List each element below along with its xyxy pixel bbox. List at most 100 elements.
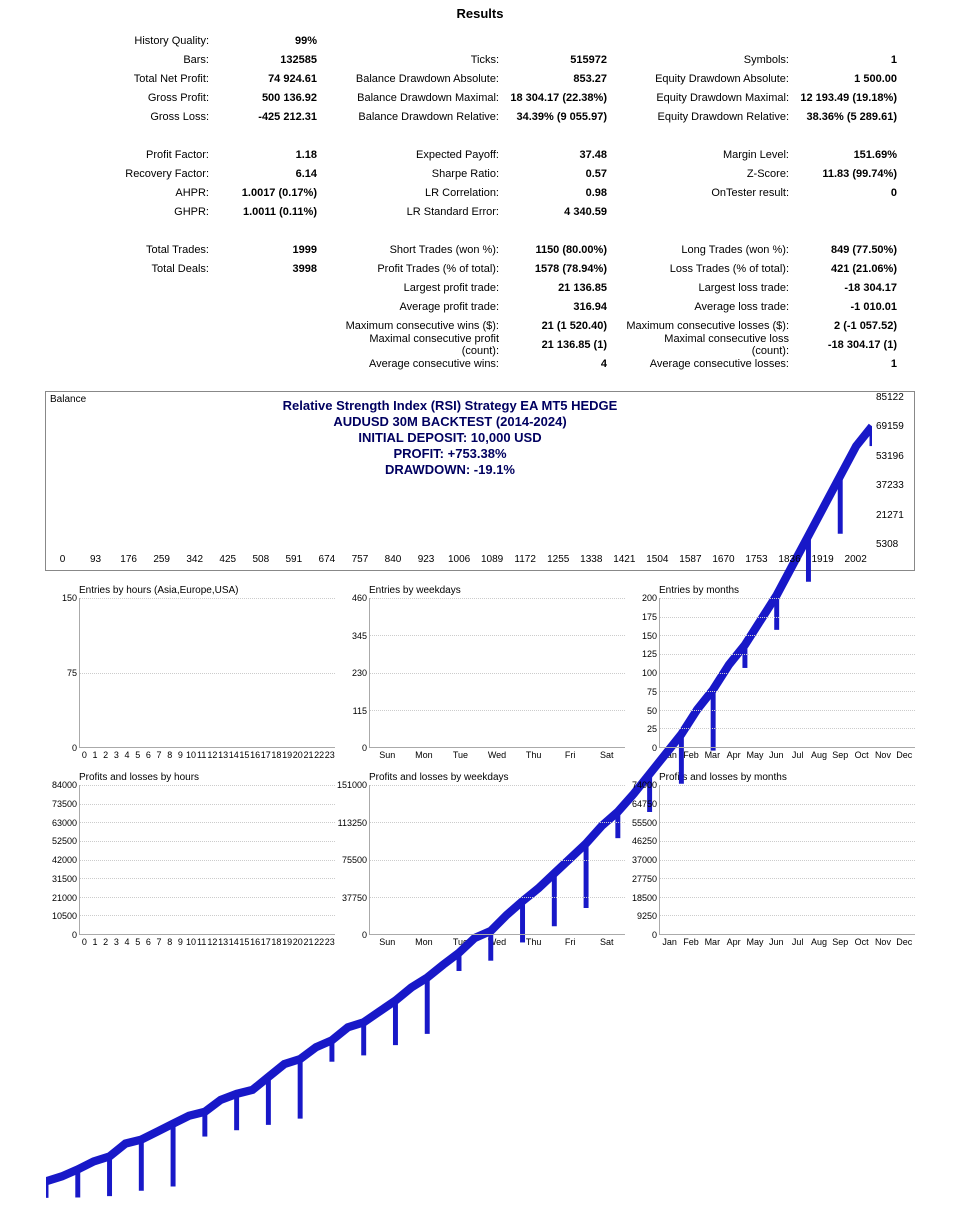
stat-row: Short Trades (won %):1150 (80.00%): [335, 240, 625, 259]
stat-row: Margin Level:151.69%: [625, 145, 915, 164]
stat-value: 1578 (78.94%): [505, 263, 625, 275]
stat-value: -425 212.31: [215, 111, 335, 123]
balance-yaxis: 85122691595319637233212715308: [874, 392, 914, 552]
stat-label: Largest profit trade:: [335, 282, 505, 294]
stat-value: 21 136.85: [505, 282, 625, 294]
stat-label: Equity Drawdown Relative:: [625, 111, 795, 123]
stat-row: History Quality:99%: [45, 31, 335, 50]
chart-entries-months: Entries by months2001751501251007550250J…: [625, 585, 915, 760]
stat-label: Sharpe Ratio:: [335, 168, 505, 180]
stat-row: Maximal consecutive loss (count):-18 304…: [625, 335, 915, 354]
stat-value: 853.27: [505, 73, 625, 85]
stat-label: Loss Trades (% of total):: [625, 263, 795, 275]
stat-value: 1150 (80.00%): [505, 244, 625, 256]
stat-row: Gross Profit:500 136.92: [45, 88, 335, 107]
stat-value: -1 010.01: [795, 301, 915, 313]
stat-label: Margin Level:: [625, 149, 795, 161]
stats-col-3: Symbols:1Equity Drawdown Absolute:1 500.…: [625, 31, 915, 373]
stat-row: Sharpe Ratio:0.57: [335, 164, 625, 183]
stat-value: 1: [795, 358, 915, 370]
stat-value: 500 136.92: [215, 92, 335, 104]
stat-row: Z-Score:11.83 (99.74%): [625, 164, 915, 183]
stat-value: 1.18: [215, 149, 335, 161]
stat-value: 0.57: [505, 168, 625, 180]
stat-value: 1999: [215, 244, 335, 256]
stat-value: 37.48: [505, 149, 625, 161]
chart-entries-hours: Entries by hours (Asia,Europe,USA)150750…: [45, 585, 335, 760]
stat-label: Total Net Profit:: [45, 73, 215, 85]
stat-row: Maximal consecutive profit (count):21 13…: [335, 335, 625, 354]
stat-value: 0: [795, 187, 915, 199]
stat-label: Average profit trade:: [335, 301, 505, 313]
stat-label: Average loss trade:: [625, 301, 795, 313]
stat-row: Equity Drawdown Absolute:1 500.00: [625, 69, 915, 88]
stat-label: GHPR:: [45, 206, 215, 218]
stat-label: Equity Drawdown Absolute:: [625, 73, 795, 85]
stat-label: Profit Trades (% of total):: [335, 263, 505, 275]
chart-pl-hours: Profits and losses by hours8400073500630…: [45, 772, 335, 947]
stat-value: 316.94: [505, 301, 625, 313]
stat-label: Symbols:: [625, 54, 795, 66]
stat-value: 1.0011 (0.11%): [215, 206, 335, 218]
stat-label: Balance Drawdown Relative:: [335, 111, 505, 123]
stat-row: Symbols:1: [625, 50, 915, 69]
stat-value: 132585: [215, 54, 335, 66]
stat-label: Expected Payoff:: [335, 149, 505, 161]
stat-value: 21 (1 520.40): [505, 320, 625, 332]
stat-row: Average consecutive losses:1: [625, 354, 915, 373]
stat-label: Recovery Factor:: [45, 168, 215, 180]
results-title: Results: [0, 0, 960, 31]
stat-row: AHPR:1.0017 (0.17%): [45, 183, 335, 202]
chart-entries-weekdays: Entries by weekdays4603452301150SunMonTu…: [335, 585, 625, 760]
stat-row: Equity Drawdown Relative:38.36% (5 289.6…: [625, 107, 915, 126]
stat-label: Z-Score:: [625, 168, 795, 180]
stat-label: LR Standard Error:: [335, 206, 505, 218]
balance-xaxis: 0931762593424255085916747578409231006108…: [46, 554, 872, 570]
stat-row: Total Trades:1999: [45, 240, 335, 259]
stat-row: Total Deals:3998: [45, 259, 335, 278]
stat-label: Maximal consecutive profit (count):: [335, 333, 505, 357]
stat-label: Ticks:: [335, 54, 505, 66]
stat-label: Gross Loss:: [45, 111, 215, 123]
stats-col-2: Ticks:515972Balance Drawdown Absolute:85…: [335, 31, 625, 373]
stat-row: Profit Factor:1.18: [45, 145, 335, 164]
stat-label: Largest loss trade:: [625, 282, 795, 294]
stat-row: Profit Trades (% of total):1578 (78.94%): [335, 259, 625, 278]
stat-row: Bars:132585: [45, 50, 335, 69]
stat-label: Bars:: [45, 54, 215, 66]
stat-value: 1.0017 (0.17%): [215, 187, 335, 199]
stat-row: GHPR:1.0011 (0.11%): [45, 202, 335, 221]
stat-row: OnTester result:0: [625, 183, 915, 202]
stat-row: Recovery Factor:6.14: [45, 164, 335, 183]
stat-row: Equity Drawdown Maximal:12 193.49 (19.18…: [625, 88, 915, 107]
stat-row: Long Trades (won %):849 (77.50%): [625, 240, 915, 259]
stat-value: 2 (-1 057.52): [795, 320, 915, 332]
stat-value: -18 304.17 (1): [795, 339, 915, 351]
stat-row: Ticks:515972: [335, 50, 625, 69]
stat-row: Gross Loss:-425 212.31: [45, 107, 335, 126]
stat-value: 74 924.61: [215, 73, 335, 85]
stat-value: 4: [505, 358, 625, 370]
stats-col-1: History Quality:99%Bars:132585Total Net …: [45, 31, 335, 373]
stat-value: 38.36% (5 289.61): [795, 111, 915, 123]
stat-value: 99%: [215, 35, 335, 47]
stat-value: 515972: [505, 54, 625, 66]
stat-value: 6.14: [215, 168, 335, 180]
stat-value: 849 (77.50%): [795, 244, 915, 256]
stat-row: Expected Payoff:37.48: [335, 145, 625, 164]
stat-row: Average consecutive wins:4: [335, 354, 625, 373]
stat-value: 0.98: [505, 187, 625, 199]
stat-label: Gross Profit:: [45, 92, 215, 104]
stat-value: 421 (21.06%): [795, 263, 915, 275]
stat-row: Balance Drawdown Maximal:18 304.17 (22.3…: [335, 88, 625, 107]
stat-label: Maximal consecutive loss (count):: [625, 333, 795, 357]
stats-grid: History Quality:99%Bars:132585Total Net …: [0, 31, 960, 373]
stat-row: Average profit trade:316.94: [335, 297, 625, 316]
stat-value: 1: [795, 54, 915, 66]
balance-chart: Balance Relative Strength Index (RSI) St…: [45, 391, 915, 571]
stat-value: 34.39% (9 055.97): [505, 111, 625, 123]
stat-label: LR Correlation:: [335, 187, 505, 199]
stat-value: -18 304.17: [795, 282, 915, 294]
stat-row: LR Correlation:0.98: [335, 183, 625, 202]
stat-value: 18 304.17 (22.38%): [505, 92, 625, 104]
